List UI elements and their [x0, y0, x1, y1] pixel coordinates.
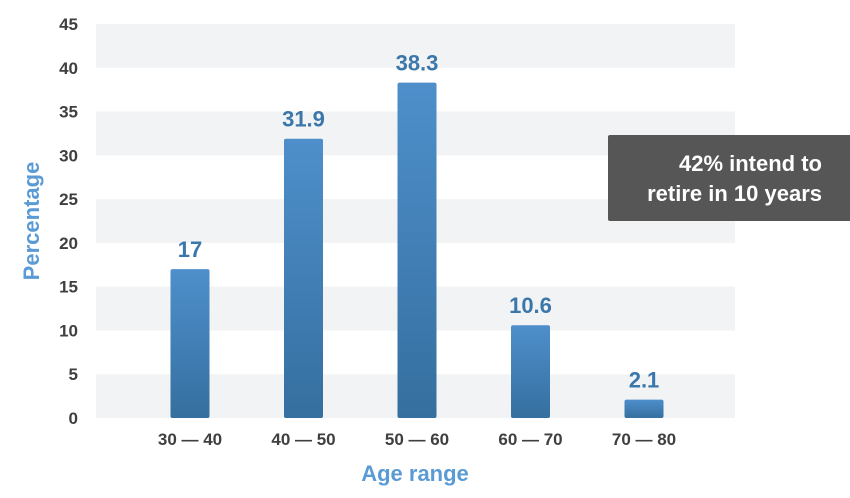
x-tick-label: 50 — 60 [385, 430, 449, 449]
bar-value-label: 2.1 [629, 368, 660, 393]
y-tick-label: 40 [59, 59, 78, 78]
y-tick-label: 30 [59, 146, 78, 165]
y-tick-label: 0 [69, 409, 78, 428]
y-tick-label: 25 [59, 190, 78, 209]
bar [284, 138, 323, 418]
bar [624, 399, 664, 418]
x-axis-ticks: 30 — 40 40 — 50 50 — 60 60 — 70 70 — 80 [158, 430, 676, 449]
y-tick-label: 5 [69, 365, 78, 384]
bar-value-label: 38.3 [396, 51, 439, 76]
x-tick-label: 30 — 40 [158, 430, 222, 449]
retirement-callout: 42% intend to retire in 10 years [608, 135, 850, 221]
bar-value-label: 17 [178, 237, 202, 262]
bar-value-label: 10.6 [509, 293, 552, 318]
y-tick-label: 35 [59, 103, 78, 122]
bar-value-label: 31.9 [282, 107, 325, 132]
bar [511, 325, 550, 418]
bar-value-labels: 17 31.9 38.3 10.6 2.1 [178, 51, 660, 393]
x-tick-label: 40 — 50 [271, 430, 335, 449]
y-tick-label: 10 [59, 321, 78, 340]
y-axis-title: Percentage [19, 162, 44, 281]
callout-line-1: 42% intend to [678, 151, 822, 176]
bars [170, 82, 664, 418]
y-tick-label: 15 [59, 278, 78, 297]
callout-line-2: retire in 10 years [647, 181, 822, 206]
y-tick-label: 45 [59, 15, 78, 34]
y-axis-ticks: 0 5 10 15 20 25 30 35 40 45 [59, 15, 78, 428]
bar [397, 82, 437, 418]
x-axis-title: Age range [361, 461, 469, 486]
x-tick-label: 70 — 80 [612, 430, 676, 449]
grid-band [96, 24, 735, 68]
bar [170, 269, 210, 418]
x-tick-label: 60 — 70 [498, 430, 562, 449]
y-tick-label: 20 [59, 234, 78, 253]
